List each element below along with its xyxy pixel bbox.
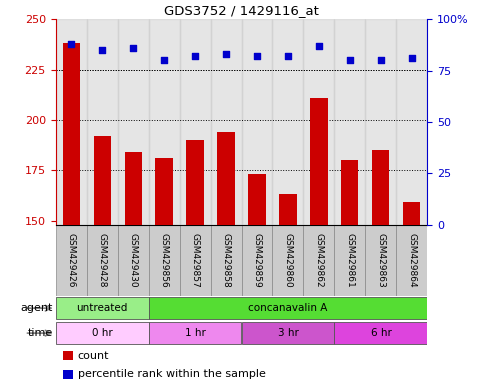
- Text: agent: agent: [21, 303, 53, 313]
- Text: GSM429430: GSM429430: [128, 233, 138, 288]
- Point: [253, 53, 261, 59]
- Text: GSM429858: GSM429858: [222, 233, 230, 288]
- Bar: [211, 225, 242, 296]
- Bar: [334, 225, 366, 296]
- Bar: [280, 194, 297, 225]
- Bar: [366, 225, 397, 296]
- Point: [377, 57, 385, 63]
- Text: 0 hr: 0 hr: [92, 328, 113, 338]
- Bar: [397, 225, 427, 296]
- Point: [284, 53, 292, 59]
- Bar: [372, 150, 389, 225]
- Bar: [86, 225, 117, 296]
- Bar: [311, 98, 327, 225]
- Point: [129, 45, 137, 51]
- Bar: [334, 322, 427, 344]
- Bar: [56, 19, 86, 225]
- Text: GSM429857: GSM429857: [190, 233, 199, 288]
- Point: [191, 53, 199, 59]
- Bar: [149, 225, 180, 296]
- Bar: [117, 19, 149, 225]
- Text: untreated: untreated: [76, 303, 128, 313]
- Text: count: count: [78, 351, 109, 361]
- Bar: [56, 225, 86, 296]
- Title: GDS3752 / 1429116_at: GDS3752 / 1429116_at: [164, 3, 319, 17]
- Bar: [156, 158, 172, 225]
- Point: [315, 43, 323, 49]
- Text: 1 hr: 1 hr: [185, 328, 205, 338]
- Text: GSM429860: GSM429860: [284, 233, 293, 288]
- Bar: [397, 19, 427, 225]
- Bar: [180, 19, 211, 225]
- Bar: [272, 19, 303, 225]
- Bar: [63, 351, 73, 360]
- Point: [160, 57, 168, 63]
- Bar: [242, 19, 272, 225]
- Bar: [62, 43, 80, 225]
- Bar: [117, 225, 149, 296]
- Bar: [125, 152, 142, 225]
- Bar: [248, 174, 266, 225]
- Bar: [403, 202, 421, 225]
- Point: [67, 41, 75, 47]
- Text: GSM429859: GSM429859: [253, 233, 261, 288]
- Bar: [149, 19, 180, 225]
- Bar: [242, 322, 334, 344]
- Bar: [56, 322, 149, 344]
- Text: 6 hr: 6 hr: [370, 328, 391, 338]
- Bar: [94, 136, 111, 225]
- Bar: [149, 297, 427, 319]
- Bar: [217, 132, 235, 225]
- Bar: [86, 19, 117, 225]
- Text: GSM429861: GSM429861: [345, 233, 355, 288]
- Text: GSM429426: GSM429426: [67, 233, 75, 287]
- Bar: [180, 225, 211, 296]
- Bar: [334, 19, 366, 225]
- Text: GSM429863: GSM429863: [376, 233, 385, 288]
- Bar: [272, 225, 303, 296]
- Point: [408, 55, 416, 61]
- Text: GSM429864: GSM429864: [408, 233, 416, 288]
- Bar: [341, 160, 358, 225]
- Text: GSM429428: GSM429428: [98, 233, 107, 287]
- Bar: [303, 225, 334, 296]
- Bar: [149, 322, 242, 344]
- Text: 3 hr: 3 hr: [278, 328, 298, 338]
- Text: concanavalin A: concanavalin A: [248, 303, 327, 313]
- Bar: [366, 19, 397, 225]
- Bar: [303, 19, 334, 225]
- Text: percentile rank within the sample: percentile rank within the sample: [78, 369, 266, 379]
- Point: [98, 47, 106, 53]
- Bar: [186, 140, 203, 225]
- Bar: [56, 297, 149, 319]
- Text: GSM429856: GSM429856: [159, 233, 169, 288]
- Text: time: time: [28, 328, 53, 338]
- Point: [222, 51, 230, 57]
- Point: [346, 57, 354, 63]
- Bar: [242, 225, 272, 296]
- Bar: [211, 19, 242, 225]
- Bar: [63, 370, 73, 379]
- Text: GSM429862: GSM429862: [314, 233, 324, 288]
